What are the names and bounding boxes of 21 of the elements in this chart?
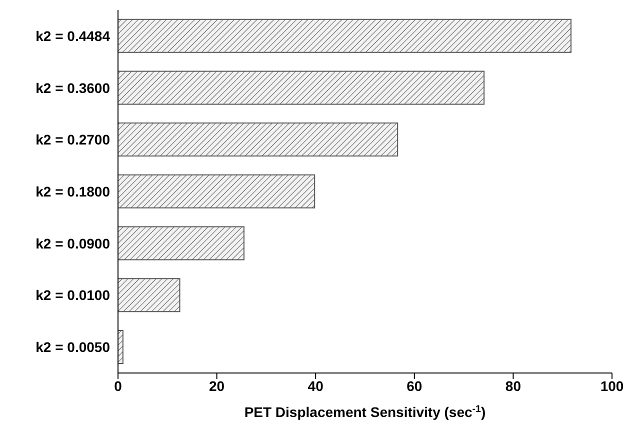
y-tick-label: k2 = 0.0900 bbox=[36, 235, 110, 252]
y-tick-label: k2 = 0.0100 bbox=[36, 287, 110, 304]
y-tick-label: k2 = 0.3600 bbox=[36, 80, 110, 96]
bar bbox=[118, 70, 485, 105]
bar bbox=[118, 330, 124, 364]
bar bbox=[118, 226, 244, 260]
bar bbox=[118, 278, 180, 312]
y-tick-label: k2 = 0.4484 bbox=[36, 28, 110, 44]
y-tick-label: k2 = 0.2700 bbox=[36, 132, 110, 148]
bar bbox=[118, 174, 316, 208]
x-tick-label: 40 bbox=[308, 378, 324, 394]
bar bbox=[118, 18, 572, 53]
y-tick-label: k2 = 0.1800 bbox=[36, 183, 110, 200]
x-tick-label: 80 bbox=[505, 378, 522, 394]
bar bbox=[118, 122, 398, 157]
x-axis-title: PET Displacement Sensitivity (sec$^{-1}$) bbox=[244, 404, 486, 420]
x-tick-label: 60 bbox=[406, 378, 422, 394]
x-tick-label: 100 bbox=[600, 378, 624, 394]
x-tick-label: 0 bbox=[114, 378, 122, 394]
x-tick-label: 20 bbox=[209, 378, 225, 394]
y-tick-label: k2 = 0.0050 bbox=[36, 339, 110, 356]
